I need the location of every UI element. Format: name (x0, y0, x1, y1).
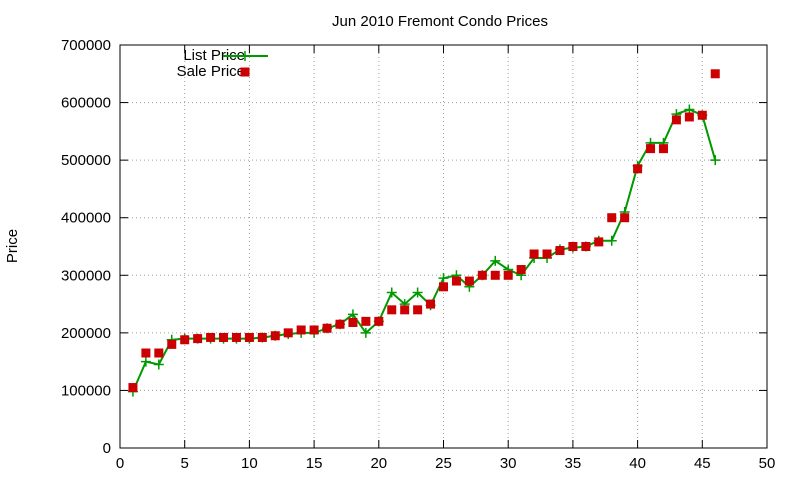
list-price-point (710, 155, 721, 166)
x-tick-label: 15 (306, 455, 323, 472)
y-tick-label: 500000 (61, 152, 111, 169)
sale-price-point (296, 325, 306, 335)
x-tick-label: 30 (500, 455, 517, 472)
sale-price-point (348, 317, 358, 327)
list-price-point (360, 327, 371, 338)
sale-price-point (451, 276, 461, 286)
sale-price-point (128, 383, 138, 393)
sale-price-point (503, 270, 513, 280)
sale-price-point (555, 246, 565, 256)
x-tick-label: 35 (565, 455, 582, 472)
x-tick-label: 20 (370, 455, 387, 472)
sale-price-point (633, 164, 643, 174)
sale-price-point (516, 265, 526, 275)
x-tick-label: 50 (759, 455, 776, 472)
sale-price-point (620, 213, 630, 223)
sale-price-point (464, 276, 474, 286)
legend-marker-list-price (240, 51, 250, 61)
sale-price-point (658, 144, 668, 154)
legend-label-list-price: List Price (183, 47, 245, 64)
x-tick-label: 5 (181, 455, 189, 472)
sale-price-point (607, 213, 617, 223)
sale-price-point (283, 328, 293, 338)
sale-price-point (413, 305, 423, 315)
y-tick-label: 100000 (61, 382, 111, 399)
sale-price-point (646, 144, 656, 154)
sale-price-point (335, 319, 345, 329)
list-price-line (131, 108, 717, 392)
list-price-point (386, 287, 397, 298)
sale-price-point (697, 110, 707, 120)
sale-price-point (193, 334, 203, 344)
sale-price-point (490, 270, 500, 280)
x-tick-label: 0 (116, 455, 124, 472)
sale-price-point (594, 237, 604, 247)
sale-price-point (361, 316, 371, 326)
sale-price-point (180, 335, 190, 345)
sale-price-point (167, 339, 177, 349)
grid-layer (120, 45, 767, 448)
legend: List Price Sale Price (177, 47, 268, 80)
chart-title: Jun 2010 Fremont Condo Prices (332, 13, 548, 30)
y-tick-label: 600000 (61, 95, 111, 112)
list-price-point (438, 273, 449, 284)
legend-marker-sale-price (240, 67, 250, 77)
x-tick-label: 10 (241, 455, 258, 472)
sale-price-point (387, 305, 397, 315)
y-axis-label: Price (4, 229, 21, 263)
list-price-point (606, 235, 617, 246)
y-tick-label: 400000 (61, 210, 111, 227)
list-price-point (490, 255, 501, 266)
sale-price-point (400, 305, 410, 315)
y-tick-label: 200000 (61, 325, 111, 342)
sale-price-point (219, 332, 229, 342)
sale-price-point (529, 249, 539, 259)
sale-price-point (581, 242, 591, 251)
y-tick-label: 0 (103, 440, 111, 457)
sale-price-point (568, 242, 578, 251)
x-tick-label: 45 (694, 455, 711, 472)
list-price-point (412, 287, 423, 298)
x-tick-label: 25 (435, 455, 452, 472)
sale-price-point (244, 332, 254, 342)
sale-price-point (710, 69, 720, 79)
y-tick-label: 700000 (61, 37, 111, 54)
list-price-point (153, 359, 164, 370)
sale-price-point (426, 299, 436, 309)
sale-price-point (322, 323, 332, 333)
ticks-layer: 0 5 10 15 20 25 30 35 40 45 50 0 100000 200000 300000 4… (61, 37, 775, 472)
y-tick-label: 300000 (61, 267, 111, 284)
sale-price-point (439, 282, 448, 292)
sale-price-point (270, 331, 280, 341)
sale-price-point (309, 325, 319, 335)
list-price-point (347, 309, 358, 320)
sale-price-point (671, 115, 681, 125)
sale-price-point (477, 270, 487, 280)
series-layer (127, 69, 721, 397)
x-tick-label: 40 (629, 455, 646, 472)
sale-price-point (206, 332, 216, 342)
sale-price-point (257, 332, 267, 342)
sale-price-point (231, 332, 241, 342)
sale-price-point (374, 316, 384, 326)
sale-price-point (684, 112, 694, 122)
sale-price-point (141, 348, 151, 358)
list-price-point (140, 356, 151, 367)
legend-label-sale-price: Sale Price (177, 63, 245, 80)
sale-price-point (542, 249, 552, 259)
sale-price-point (154, 348, 164, 358)
